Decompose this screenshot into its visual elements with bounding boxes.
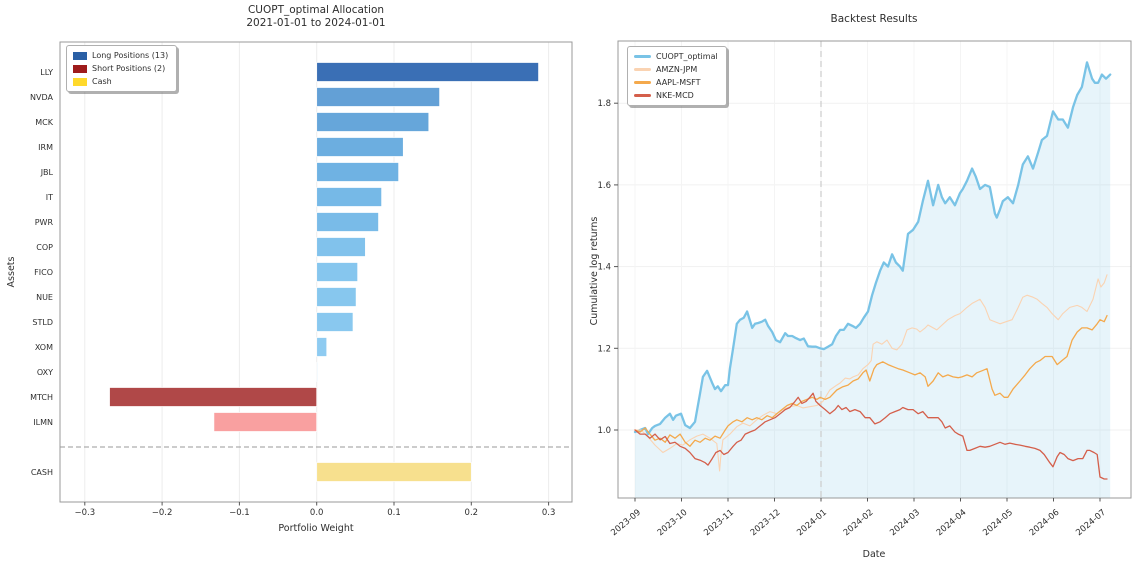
allocation-bars [109,62,539,482]
xtick-label-2023-12: 2023-12 [749,508,783,538]
bar-NVDA [316,87,440,107]
allocation-title-line2: 2021-01-01 to 2024-01-01 [246,17,385,29]
xtick-label: 0.2 [465,508,479,518]
legend-item: AMZN-JPM [634,63,718,76]
xtick-label: −0.1 [229,508,250,518]
bar-ILMN [213,412,318,432]
xtick-label-2024-03: 2024-03 [888,508,922,538]
xtick-label-2024-02: 2024-02 [842,508,876,538]
ytick-label-NUE: NUE [36,293,53,302]
ytick-label-STLD: STLD [32,318,53,327]
backtest-area-fill [635,62,1111,499]
bar-NUE [316,287,357,307]
xtick-label-2024-06: 2024-06 [1028,508,1062,538]
legend-label: Cash [92,77,112,86]
legend-item: Long Positions (13) [73,49,168,62]
bar-LLY [316,62,539,82]
ytick-label: 1.0 [597,426,611,436]
ytick-label-XOM: XOM [35,343,53,352]
ytick-label-NVDA: NVDA [30,93,53,102]
bar-PWR [316,212,379,232]
legend-label: Short Positions (2) [92,64,166,73]
allocation-title-line1: CUOPT_optimal Allocation [248,4,384,16]
xtick-label: 0.1 [387,508,401,518]
bar-STLD [316,312,354,332]
legend-item: AAPL-MSFT [634,76,718,89]
ytick-label-PWR: PWR [35,218,54,227]
ytick-label-IRM: IRM [38,143,53,152]
ytick-label-MCK: MCK [35,118,53,127]
backtest-ylabel: Cumulative log returns [589,217,600,326]
bar-IT [316,187,382,207]
legend-item: CUOPT_optimal [634,50,718,63]
xtick-label-2023-11: 2023-11 [702,508,736,538]
ytick-label: 1.8 [597,99,611,109]
bar-XOM [316,337,328,357]
legend-label: CUOPT_optimal [656,52,718,61]
ytick-label: 1.4 [597,263,611,273]
legend-swatch [73,77,87,86]
area-fill-CUOPT_optimal [635,62,1111,499]
backtest-legend: CUOPT_optimal AMZN-JPM AAPL-MSFT NKE-MCD [627,46,727,106]
ytick-label-COP: COP [36,243,53,252]
ytick-label-MTCH: MTCH [30,393,53,402]
xtick-label-2023-09: 2023-09 [609,508,643,538]
legend-item: NKE-MCD [634,89,718,102]
ytick-label-OXY: OXY [37,368,53,377]
ytick-label: 1.6 [597,181,611,191]
allocation-xlabel: Portfolio Weight [278,523,353,534]
legend-label: AMZN-JPM [656,65,698,74]
legend-swatch [73,51,87,60]
legend-swatch [634,81,651,84]
ytick-label-CASH: CASH [31,468,53,477]
legend-item: Cash [73,75,168,88]
bar-OXY [316,362,318,382]
legend-swatch [634,94,651,97]
backtest-series-lines [633,41,1112,498]
allocation-ylabel: Assets [6,256,17,287]
xtick-label: 0.3 [542,508,556,518]
series-line-AAPL-MSFT [634,314,1108,447]
series-line-NKE-MCD [634,392,1108,480]
xtick-label: −0.2 [152,508,173,518]
ytick-label: 1.2 [597,344,611,354]
series-line-CUOPT_optimal [633,61,1112,436]
legend-label: AAPL-MSFT [656,78,701,87]
legend-swatch [73,64,87,73]
xtick-label-2024-05: 2024-05 [981,508,1015,538]
legend-item: Short Positions (2) [73,62,168,75]
backtest-xlabel: Date [863,549,886,560]
bar-COP [316,237,366,257]
backtest-gridlines [618,41,1131,498]
legend-swatch [634,68,651,71]
xtick-label: 0.0 [310,508,324,518]
bar-FICO [316,262,359,282]
bar-MCK [316,112,430,132]
bar-MTCH [109,387,318,407]
bar-JBL [316,162,399,182]
xtick-label-2024-07: 2024-07 [1074,508,1108,538]
xtick-label-2024-04: 2024-04 [935,508,969,538]
ytick-label-FICO: FICO [34,268,53,277]
xtick-label-2024-01: 2024-01 [795,508,829,538]
backtest-plot-border [617,40,1132,499]
xtick-label-2023-10: 2023-10 [656,508,690,538]
xtick-label: −0.3 [74,508,95,518]
series-line-AMZN-JPM [634,274,1108,472]
allocation-axes: LLY NVDA MCK IRM JBL IT PWR COP FICO NUE STLD XOM OX… [30,41,573,518]
ytick-label-JBL: JBL [40,168,54,177]
legend-swatch [634,55,651,58]
legend-label: NKE-MCD [656,91,694,100]
ytick-label-ILMN: ILMN [33,418,53,427]
allocation-plot-border [59,41,573,503]
ytick-label-IT: IT [46,193,53,202]
backtest-title: Backtest Results [831,13,918,25]
allocation-legend: Long Positions (13) Short Positions (2) Ca… [66,45,178,92]
ytick-label-LLY: LLY [40,68,53,77]
bar-CASH [316,462,472,482]
bar-IRM [316,137,404,157]
legend-label: Long Positions (13) [92,51,169,60]
